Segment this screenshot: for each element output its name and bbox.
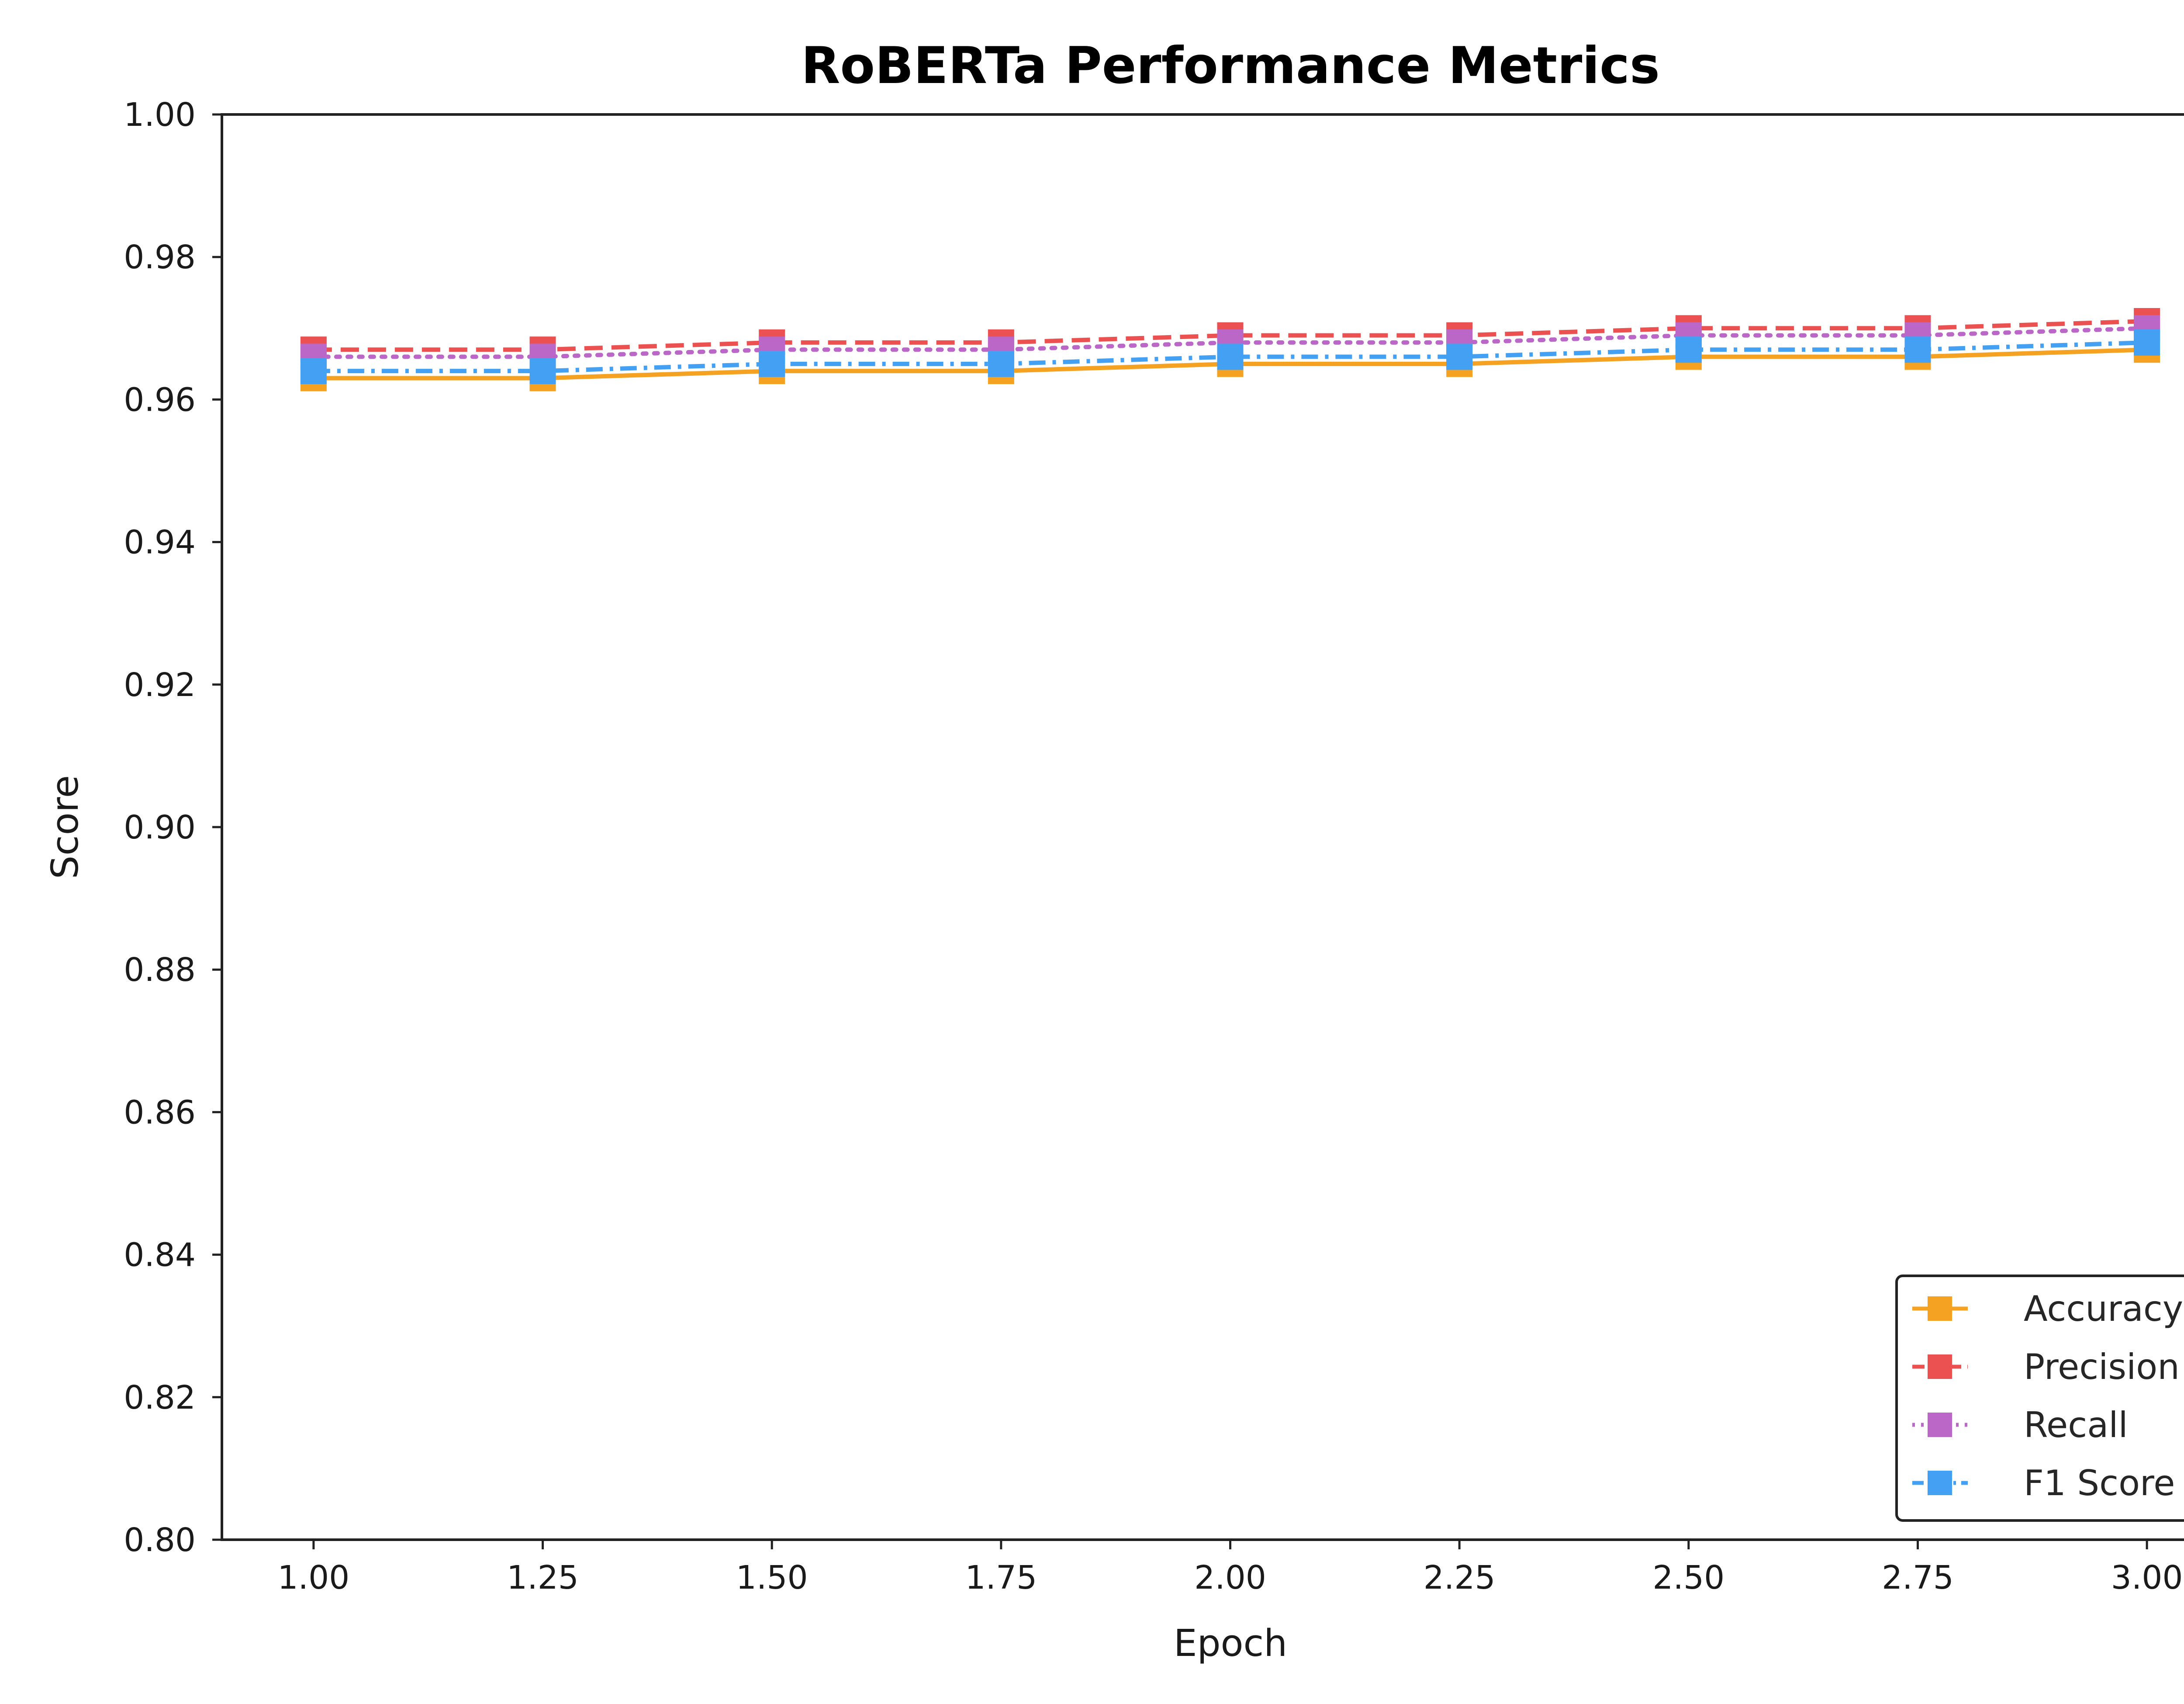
data-point-f1-score[interactable] bbox=[300, 358, 327, 384]
x-tick-label: 1.50 bbox=[736, 1559, 808, 1597]
legend-frame bbox=[1895, 1275, 2184, 1522]
y-tick-label: 1.00 bbox=[124, 96, 196, 134]
series-line-precision bbox=[313, 319, 2147, 352]
y-tick-label: 0.96 bbox=[124, 381, 196, 419]
x-tick-label: 1.25 bbox=[507, 1559, 579, 1597]
y-tick-label: 0.90 bbox=[124, 809, 196, 846]
data-point-f1-score[interactable] bbox=[988, 350, 1014, 377]
legend-marker-accuracy bbox=[1928, 1296, 1952, 1321]
data-point-f1-score[interactable] bbox=[1904, 336, 1931, 363]
y-tick-label: 0.98 bbox=[124, 239, 196, 276]
y-tick-label: 0.92 bbox=[124, 666, 196, 704]
y-axis-ticks: 0.80 0.82 0.84 0.86 0.88 0.90 0.92 0.94 0.96 0.98… bbox=[124, 96, 222, 1559]
x-axis-ticks: 1.00 1.25 1.50 1.75 2.00 2.25 2.50 2.75 3.00 bbox=[277, 1540, 2183, 1597]
legend[interactable]: Accuracy Precision Recall F1 Score bbox=[1895, 1275, 2184, 1522]
legend-label-accuracy: Accuracy bbox=[2024, 1288, 2183, 1329]
y-tick-label: 0.86 bbox=[124, 1094, 196, 1131]
legend-item-accuracy[interactable]: Accuracy bbox=[1912, 1288, 2183, 1329]
x-tick-label: 2.00 bbox=[1194, 1559, 1266, 1597]
y-tick-label: 0.84 bbox=[124, 1236, 196, 1274]
legend-label-precision: Precision bbox=[2024, 1347, 2180, 1387]
data-point-f1-score[interactable] bbox=[1217, 343, 1244, 370]
x-tick-label: 1.00 bbox=[277, 1559, 349, 1597]
y-tick-label: 0.94 bbox=[124, 524, 196, 561]
data-point-f1-score[interactable] bbox=[759, 350, 785, 377]
data-point-f1-score[interactable] bbox=[2134, 329, 2160, 356]
y-tick-label: 0.88 bbox=[124, 951, 196, 989]
x-tick-label: 3.00 bbox=[2111, 1559, 2183, 1597]
y-tick-label: 0.82 bbox=[124, 1379, 196, 1417]
series-line-recall bbox=[311, 326, 2149, 359]
data-point-f1-score[interactable] bbox=[529, 358, 556, 384]
legend-marker-precision bbox=[1928, 1354, 1952, 1379]
data-point-f1-score[interactable] bbox=[1675, 336, 1702, 363]
x-tick-label: 2.50 bbox=[1652, 1559, 1724, 1597]
legend-marker-recall bbox=[1928, 1413, 1952, 1437]
legend-label-recall: Recall bbox=[2024, 1405, 2128, 1445]
legend-item-precision[interactable]: Precision bbox=[1912, 1347, 2180, 1387]
series-layer bbox=[300, 308, 2160, 391]
y-axis-label: Score bbox=[44, 775, 87, 879]
data-point-f1-score[interactable] bbox=[1446, 343, 1473, 370]
x-tick-label: 2.75 bbox=[1882, 1559, 1954, 1597]
legend-label-f1-score: F1 Score bbox=[2024, 1463, 2175, 1503]
plot-frame bbox=[221, 113, 2184, 1541]
legend-item-recall[interactable]: Recall bbox=[1912, 1405, 2128, 1445]
x-axis-label: Epoch bbox=[1174, 1622, 1287, 1665]
legend-item-f1-score[interactable]: F1 Score bbox=[1912, 1463, 2175, 1503]
chart-title: RoBERTa Performance Metrics bbox=[801, 36, 1660, 95]
x-tick-label: 1.75 bbox=[965, 1559, 1037, 1597]
legend-marker-f1-score bbox=[1928, 1471, 1952, 1495]
series-f1-score bbox=[300, 329, 2160, 384]
y-tick-label: 0.80 bbox=[124, 1521, 196, 1559]
x-tick-label: 2.25 bbox=[1424, 1559, 1496, 1597]
